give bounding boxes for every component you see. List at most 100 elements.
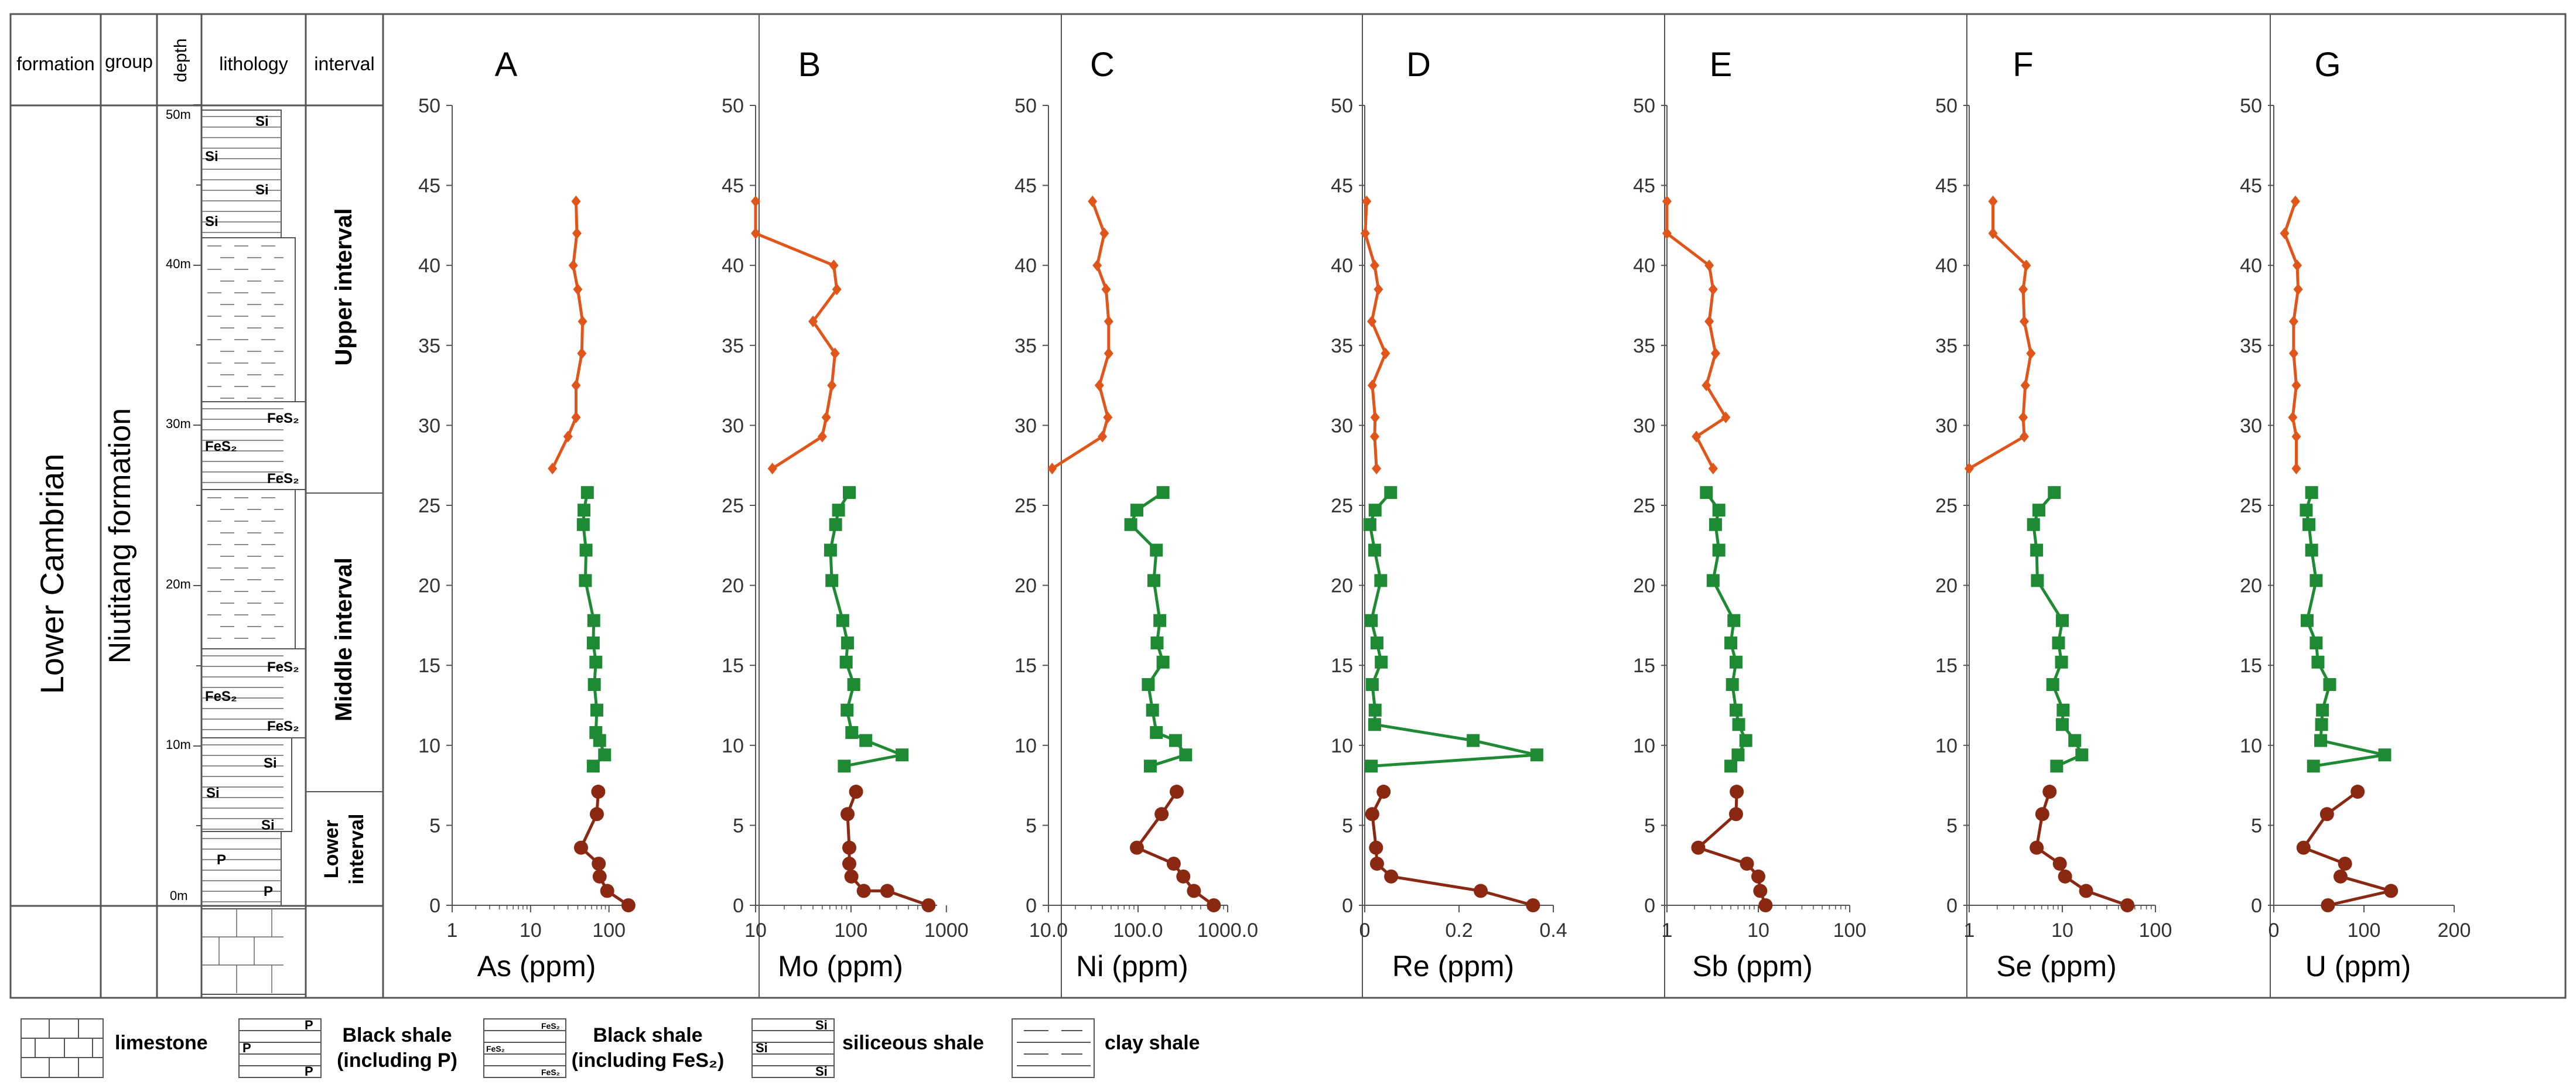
data-point-upper [1047,463,1057,475]
data-point-upper [1370,411,1380,423]
data-point-middle [2305,543,2318,557]
data-point-middle [847,678,860,691]
data-point-middle [2323,678,2336,691]
data-point-upper [2026,347,2036,360]
data-point-middle [2027,518,2040,531]
data-point-middle [587,614,600,627]
legend-swatch-si-label: Si [815,1064,828,1079]
y-tick-label: 45 [418,175,440,197]
data-point-middle [2075,748,2089,762]
panel-E: 0 5 10 15 20 25 30 35 40 45 50 1 10 100 E Sb (ppm) [1633,46,1866,983]
y-tick-label: 20 [722,575,744,597]
data-point-lower [2319,807,2334,822]
y-tick-label: 45 [722,175,744,197]
y-tick-label: 20 [418,575,440,597]
y-tick-label: 50 [2240,95,2262,117]
x-axis-label: Ni (ppm) [1076,950,1188,983]
y-tick-label: 40 [722,255,744,277]
y-tick-label: 0 [429,895,440,917]
litho-siliceous-lower [201,737,292,832]
data-point-middle [2300,614,2314,627]
data-point-upper [2019,315,2029,327]
panel-letter: A [495,46,518,84]
data-point-middle [586,759,600,773]
data-point-upper [751,195,760,207]
data-point-middle [896,748,909,762]
data-point-lower [2035,807,2049,822]
data-point-middle [824,543,837,557]
y-tick-label: 15 [1935,655,1957,677]
y-tick-label: 25 [1935,495,1957,517]
data-point-upper [2020,379,2030,392]
data-point-middle [841,703,854,717]
data-point-middle [2302,518,2316,531]
depth-tick: 30m [166,416,191,431]
y-tick-label: 35 [418,335,440,357]
legend-swatch-clay-shale [1012,1018,1095,1078]
data-point-upper [1367,315,1377,327]
data-point-upper [1704,259,1714,272]
data-point-lower [1369,840,1383,855]
data-point-middle [1384,486,1398,499]
litho-marker-si: Si [255,182,269,198]
data-point-upper [751,227,760,240]
data-point-lower [880,884,894,898]
data-point-lower [621,898,636,912]
data-point-upper [1094,379,1104,392]
data-point-upper [1374,283,1383,296]
depth-tick: 20m [166,577,191,591]
y-tick-label: 0 [1026,895,1037,917]
data-point-upper [2291,430,2301,443]
data-point-upper [1103,347,1113,360]
data-point-middle [843,486,856,499]
legend-swatch-si-label: Si [815,1018,828,1032]
data-point-upper [1372,463,1382,475]
data-point-upper [2291,379,2301,392]
data-point-upper [1662,195,1672,207]
header-formation: formation [16,53,94,74]
x-tick-label: 0 [2268,919,2280,942]
data-point-middle [1712,504,1726,517]
data-point-middle [1712,543,1726,557]
formation-name: Lower Cambrian [33,454,70,694]
data-point-upper [1103,411,1113,423]
litho-marker-fes2: FeS₂ [267,471,299,487]
y-tick-label: 40 [1633,255,1655,277]
series-line-lower [1371,791,1534,907]
data-point-upper [1710,347,1720,360]
lithology-legend: limestone P P P Black shale (including P… [11,997,2565,1079]
y-tick-label: 15 [418,655,440,677]
panel-letter: F [2013,46,2033,84]
data-point-lower [840,807,855,822]
data-point-lower [1728,807,1743,822]
y-tick-label: 40 [1014,255,1037,277]
data-point-middle [2316,703,2329,717]
legend-swatch-black-shale-fes2 [483,1018,566,1078]
litho-marker-fes2: FeS₂ [267,719,299,734]
data-point-upper [1708,283,1718,296]
litho-marker-fes2: FeS₂ [205,689,237,704]
y-tick-label: 35 [1331,335,1353,357]
header-lithology: lithology [219,53,288,74]
legend-swatch-fes2-label: FeS₂ [541,1021,560,1031]
data-point-upper [1360,227,1370,240]
data-point-middle [576,518,590,531]
x-axis-label: Re (ppm) [1392,950,1514,983]
data-point-upper [1092,259,1102,272]
legend-label-clay-shale: clay shale [1105,1032,1200,1054]
data-point-middle [1700,486,1713,499]
data-point-upper [2290,195,2300,207]
data-point-upper [1708,463,1718,475]
data-point-lower [1526,898,1540,912]
data-point-upper [2288,347,2298,360]
series-line-upper [1051,201,1111,470]
series-line-upper [2283,201,2300,469]
y-tick-label: 0 [1644,895,1655,917]
legend-swatch-fes2-label: FeS₂ [541,1068,560,1077]
series-line-middle [582,492,606,768]
data-point-upper [2293,259,2302,272]
x-tick-label: 100 [1833,919,1867,942]
y-tick-label: 5 [1644,815,1655,837]
series-line-upper [1968,201,2032,470]
